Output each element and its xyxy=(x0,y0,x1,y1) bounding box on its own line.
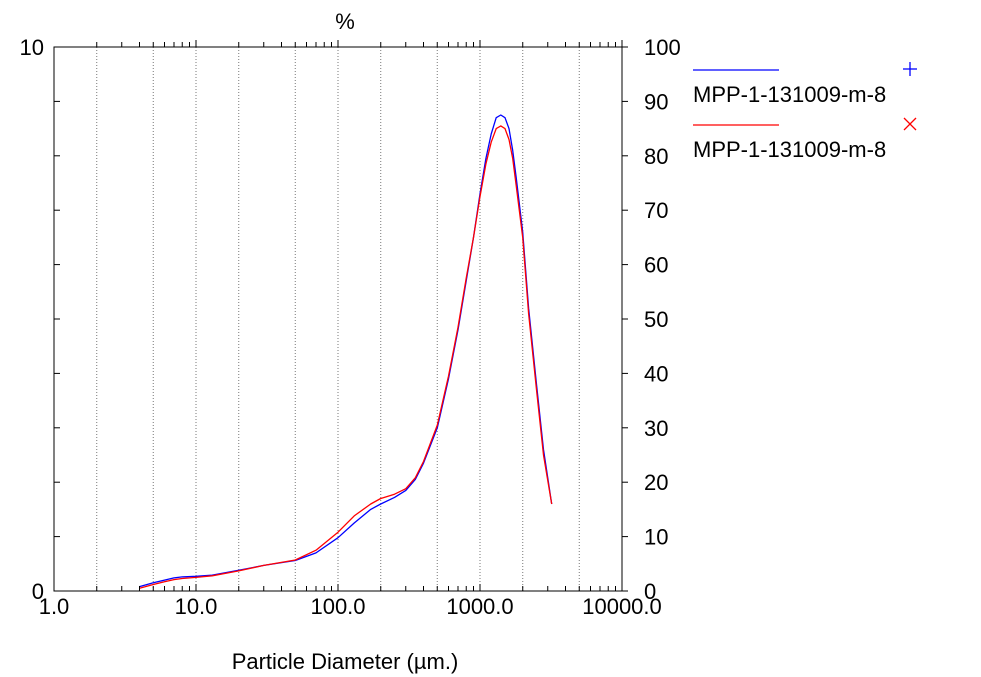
x-tick-label: 10.0 xyxy=(175,594,218,619)
series-line-1 xyxy=(139,114,553,588)
chart-title: % xyxy=(335,9,355,34)
legend-marker-cross xyxy=(903,117,917,131)
y-left-tick-label: 0 xyxy=(32,579,44,604)
legend-label-2: MPP-1-131009-m-8 xyxy=(693,137,886,162)
x-axis-title: Particle Diameter (µm.) xyxy=(232,649,459,674)
x-tick-label: 1000.0 xyxy=(446,594,513,619)
y-right-tick-label: 90 xyxy=(644,89,668,114)
legend: MPP-1-131009-m-8 MPP-1-131009-m-8 xyxy=(693,62,917,162)
y-right-tick-label: 20 xyxy=(644,470,668,495)
y-right-tick-label: 60 xyxy=(644,253,668,278)
y-right-tick-labels: 0 10 20 30 40 50 60 70 80 90 100 xyxy=(644,35,681,604)
y-right-tick-label: 10 xyxy=(644,525,668,550)
y-left-tick-label: 10 xyxy=(20,35,44,60)
y-right-tick-label: 40 xyxy=(644,361,668,386)
x-tick-label: 100.0 xyxy=(310,594,365,619)
x-tick-label: 10000.0 xyxy=(582,594,662,619)
series-lines xyxy=(139,114,553,589)
x-tick-label: 1.0 xyxy=(39,594,70,619)
x-tick-labels: 1.0 10.0 100.0 1000.0 10000.0 xyxy=(39,594,662,619)
y-right-tick-label: 30 xyxy=(644,416,668,441)
y-right-tick-label: 0 xyxy=(644,579,656,604)
y-left-tick-labels: 0 10 xyxy=(20,35,44,604)
legend-label-1: MPP-1-131009-m-8 xyxy=(693,82,886,107)
y-right-tick-label: 70 xyxy=(644,198,668,223)
series-line-2 xyxy=(139,125,553,589)
tick-marks xyxy=(54,40,628,592)
y-right-tick-label: 50 xyxy=(644,307,668,332)
grid-lines xyxy=(96,47,580,591)
y-right-tick-label: 80 xyxy=(644,144,668,169)
y-right-tick-label: 100 xyxy=(644,35,681,60)
